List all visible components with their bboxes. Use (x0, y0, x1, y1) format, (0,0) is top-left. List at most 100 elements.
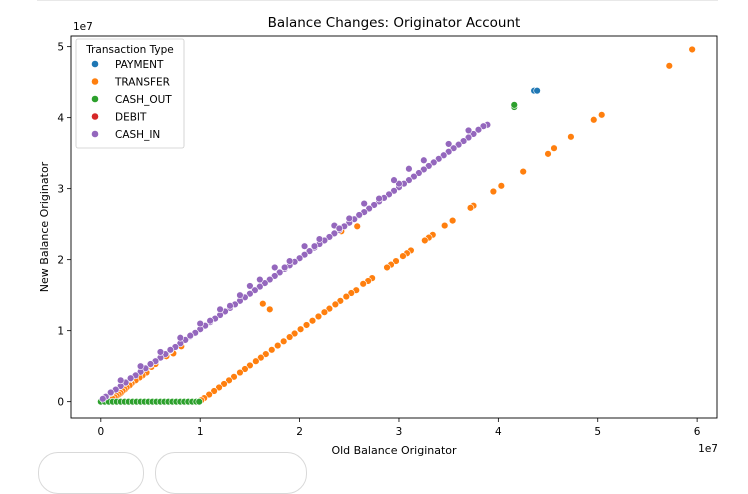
point-transfer (544, 150, 552, 158)
point-cash-in (420, 165, 428, 174)
point-transfer (296, 325, 305, 333)
x-tick-label: 5 (594, 426, 601, 438)
point-cash-in (444, 140, 453, 148)
legend-marker-debit (91, 112, 99, 121)
point-cash-in (300, 250, 309, 259)
point-transfer (421, 236, 429, 245)
point-cash-in (479, 122, 488, 130)
point-cash-in (474, 126, 483, 134)
point-transfer (230, 373, 238, 381)
legend-marker-cash-out (91, 95, 99, 103)
point-cash-in (430, 158, 438, 167)
point-transfer (590, 116, 598, 124)
x-axis-label: Old Balance Originator (331, 444, 457, 457)
point-transfer (359, 280, 367, 288)
point-transfer (320, 308, 329, 316)
point-cash-in (116, 376, 125, 385)
x-tick-label: 3 (396, 426, 403, 438)
y-tick-label: 4 (57, 113, 64, 125)
point-transfer (440, 221, 449, 230)
point-transfer (215, 383, 223, 392)
point-cash-in (266, 275, 274, 284)
point-cash-in (405, 176, 413, 184)
point-cash-in (469, 130, 478, 138)
point-cash-in (360, 199, 368, 208)
point-cash-in (425, 162, 433, 170)
y-tick-label: 5 (57, 42, 64, 54)
point-transfer (285, 333, 294, 341)
points-layer (97, 45, 696, 406)
point-transfer (336, 297, 345, 305)
legend: Transaction Type PAYMENT TRANSFER CASH_OUT… (75, 38, 185, 149)
point-cash-in (256, 282, 264, 291)
x-tick-label: 1 (197, 426, 204, 438)
point-transfer (392, 257, 400, 265)
point-payment (533, 86, 541, 95)
bottom-chip-1[interactable] (38, 452, 144, 494)
point-cash-in (156, 348, 165, 356)
x-tick-label: 0 (97, 426, 104, 438)
point-transfer (246, 361, 254, 370)
point-cash-in (355, 211, 363, 219)
point-transfer (257, 353, 265, 362)
point-cash-in (464, 126, 473, 135)
point-cash-in (330, 229, 339, 238)
point-transfer (262, 350, 270, 358)
legend-label-payment: PAYMENT (115, 59, 164, 71)
point-transfer (308, 317, 317, 325)
x-multiplier-label: 1e7 (698, 443, 718, 455)
point-transfer (325, 304, 334, 313)
point-cash-in (256, 275, 264, 284)
point-cash-in (444, 148, 453, 156)
legend-label-debit: DEBIT (115, 112, 147, 124)
point-cash-in (325, 233, 334, 241)
point-transfer (205, 390, 213, 399)
point-cash-in (345, 214, 353, 223)
point-cash-in (435, 155, 443, 163)
point-transfer (567, 133, 575, 141)
point-cash-in (410, 172, 418, 181)
point-transfer (268, 346, 276, 354)
point-transfer (274, 341, 282, 350)
point-cash-in (276, 268, 284, 277)
point-cash-in (216, 305, 224, 314)
point-cash-in (126, 374, 135, 382)
point-cash-out (510, 101, 518, 109)
y-axis-ticks: 0 1 2 3 4 5 (57, 42, 71, 409)
point-cash-in (459, 137, 468, 145)
point-cash-in (226, 302, 234, 310)
point-transfer (236, 368, 244, 377)
y-tick-label: 1 (57, 326, 64, 338)
point-transfer (448, 216, 457, 225)
point-transfer (353, 222, 361, 230)
point-cash-in (186, 331, 194, 340)
point-transfer (331, 300, 340, 309)
point-cash-in (310, 242, 319, 250)
legend-label-transfer: TRANSFER (114, 77, 170, 89)
point-cash-in (315, 235, 324, 243)
point-cash-in (405, 165, 413, 173)
point-cash-in (136, 362, 145, 370)
point-transfer (688, 45, 696, 54)
point-cash-in (271, 272, 279, 280)
point-cash-in (370, 201, 378, 209)
point-transfer (302, 321, 311, 329)
bottom-chip-2[interactable] (155, 452, 307, 494)
point-cash-in (196, 319, 204, 328)
point-transfer (383, 263, 391, 272)
point-cash-in (206, 317, 214, 325)
point-cash-in (365, 204, 373, 213)
plot-frame (70, 35, 718, 419)
point-cash-in (107, 388, 115, 397)
point-cash-in (305, 247, 314, 255)
point-cash-in (166, 346, 175, 354)
point-transfer (241, 365, 249, 373)
legend-marker-transfer (91, 77, 99, 86)
point-transfer (279, 337, 288, 346)
x-axis-ticks: 0 1 2 3 4 5 6 (97, 418, 701, 438)
point-cash-in (146, 360, 155, 368)
point-cash-in (295, 254, 304, 262)
point-cash-out (195, 397, 203, 406)
point-cash-in (280, 263, 289, 272)
